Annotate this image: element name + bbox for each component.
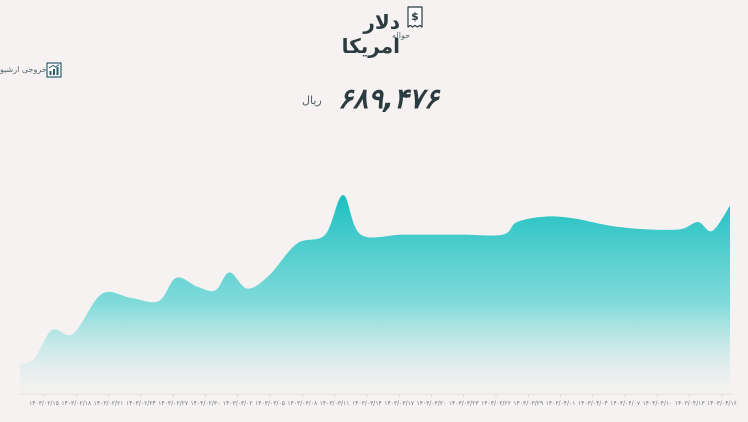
x-tick-label: ۱۴۰۳/۰۳/۱۷: [384, 400, 415, 407]
x-tick-label: ۱۴۰۳/۰۳/۱۴: [352, 400, 382, 407]
x-tick-label: ۱۴۰۳/۰۴/۰۱: [546, 400, 576, 407]
x-tick-label: ۱۴۰۳/۰۴/۱۶: [707, 400, 737, 407]
x-tick-label: ۱۴۰۳/۰۲/۲۴: [126, 400, 156, 407]
x-tick-label: ۱۴۰۳/۰۴/۰۴: [578, 400, 608, 407]
x-tick-label: ۱۴۰۳/۰۲/۱۸: [61, 400, 92, 407]
current-price: ریال ۶۸۹,۴۷۶: [290, 82, 460, 115]
x-tick-label: ۱۴۰۳/۰۲/۳۰: [191, 400, 221, 407]
x-tick-label: ۱۴۰۳/۰۳/۲۶: [481, 400, 511, 407]
x-tick-label: ۱۴۰۳/۰۲/۱۵: [29, 400, 59, 407]
x-tick-label: ۱۴۰۳/۰۲/۲۱: [94, 400, 124, 407]
x-tick-label: ۱۴۰۳/۰۲/۲۷: [158, 400, 189, 407]
x-tick-label: ۱۴۰۳/۰۳/۱۱: [320, 400, 350, 407]
x-tick-label: ۱۴۰۳/۰۴/۱۰: [643, 400, 673, 407]
x-tick-label: ۱۴۰۳/۰۴/۱۳: [675, 400, 706, 407]
x-tick-label: ۱۴۰۳/۰۳/۲۰: [417, 400, 447, 407]
export-archive-label: خروجی ارشیو: [0, 65, 47, 74]
x-tick-label: ۱۴۰۳/۰۳/۰۵: [255, 400, 285, 407]
x-tick-label: ۱۴۰۳/۰۳/۲۳: [449, 400, 480, 407]
transfer-label: حواله: [392, 31, 411, 40]
price-value: ۶۸۹,۴۷۶: [338, 82, 439, 115]
x-axis-ticks: ۱۴۰۳/۰۲/۱۵ ۱۴۰۳/۰۲/۱۸ ۱۴۰۳/۰۲/۲۱ ۱۴۰۳/۰۲/۲۴…: [29, 394, 737, 407]
export-archive-button[interactable]: خروجی ارشیو: [0, 62, 70, 82]
chart-export-icon: [46, 62, 62, 78]
price-unit: ریال: [302, 94, 322, 107]
x-tick-label: ۱۴۰۳/۰۴/۰۷: [610, 400, 641, 407]
x-tick-label: ۱۴۰۳/۰۳/۲۹: [513, 400, 543, 407]
svg-text:$: $: [411, 10, 419, 23]
header: دلار امریکا $ حواله: [300, 6, 450, 58]
receipt-dollar-icon: $: [407, 6, 423, 28]
x-tick-label: ۱۴۰۳/۰۳/۰۲: [223, 400, 253, 407]
page-title: دلار امریکا: [341, 10, 400, 58]
price-area: [20, 195, 730, 394]
x-tick-label: ۱۴۰۳/۰۳/۰۸: [287, 400, 318, 407]
